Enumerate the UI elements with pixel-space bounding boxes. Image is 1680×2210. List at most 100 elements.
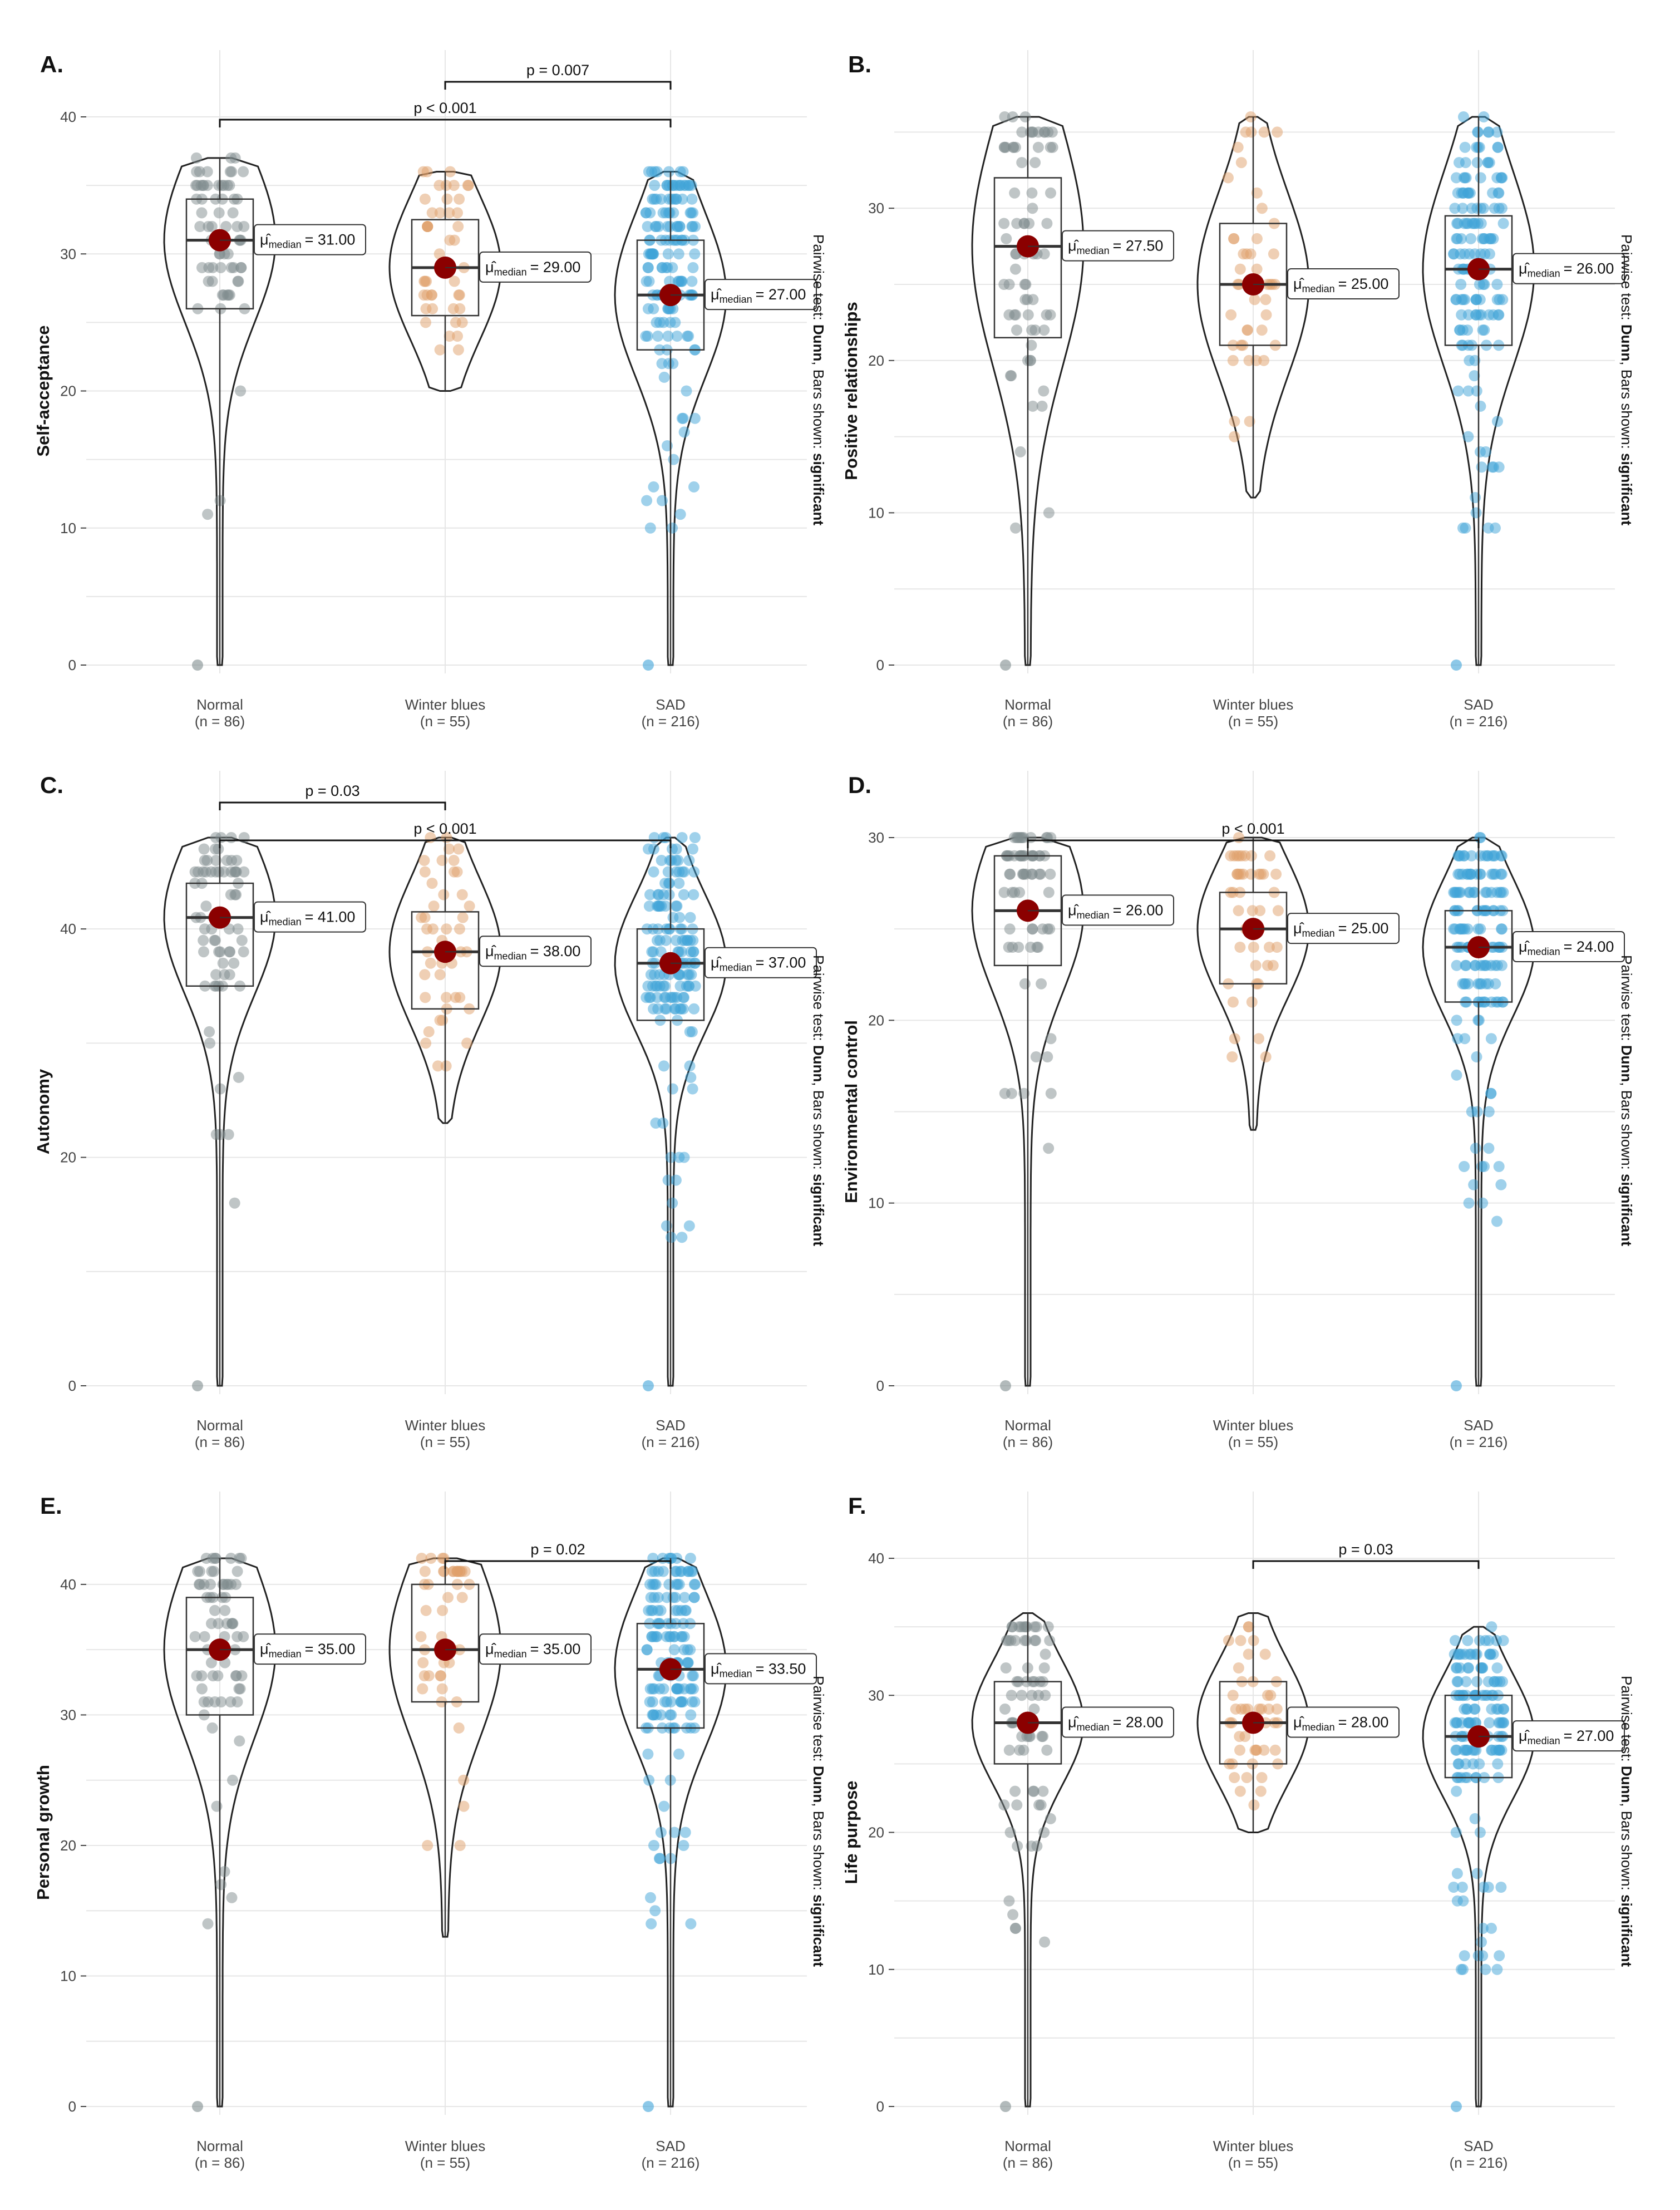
data-point [227, 207, 239, 219]
median-symbol: μ̂ [1519, 260, 1530, 277]
data-point [1250, 959, 1262, 971]
data-point [232, 923, 244, 935]
data-point [199, 923, 210, 935]
data-point [685, 1709, 697, 1721]
y-tick-label: 10 [868, 504, 884, 521]
violin-sad [1422, 116, 1535, 666]
data-point [1451, 1380, 1462, 1391]
data-point [461, 1037, 473, 1049]
data-point [1474, 279, 1485, 290]
median-label-box [254, 224, 366, 255]
data-point [1015, 832, 1027, 843]
y-tick-label: 0 [68, 1377, 76, 1394]
data-point [685, 1918, 697, 1930]
panel-a: 0 10 20 30 40 Self-acceptance A. Normal(n = 86)… [33, 50, 827, 730]
data-point [238, 166, 249, 178]
median-value: = 25.00 [1338, 275, 1389, 292]
data-point [1259, 1648, 1271, 1660]
data-point [648, 866, 659, 878]
data-point [1022, 294, 1033, 306]
data-point [206, 221, 218, 232]
data-point [1233, 1662, 1244, 1674]
data-point [1228, 233, 1239, 244]
data-point [1493, 203, 1505, 214]
data-point [1260, 294, 1272, 306]
x-tick-count: (n = 86) [195, 1434, 245, 1450]
data-point [1036, 400, 1048, 412]
data-point [454, 289, 465, 301]
median-subscript: median [1528, 268, 1560, 279]
data-point [426, 207, 438, 219]
data-point [676, 1631, 688, 1642]
data-point [677, 866, 688, 878]
data-point [421, 923, 433, 935]
data-point [236, 934, 248, 946]
significance-bracket [1252, 1560, 1480, 1569]
data-point [1494, 1717, 1506, 1729]
data-point [213, 207, 225, 219]
data-point [462, 180, 474, 191]
x-tick-count: (n = 55) [1228, 2154, 1278, 2171]
y-tick-label: 40 [60, 1576, 76, 1593]
data-point [434, 344, 446, 356]
data-point [1474, 832, 1486, 843]
data-point [1044, 923, 1056, 935]
data-point [998, 1799, 1010, 1811]
data-point [1471, 141, 1482, 153]
data-point [1026, 187, 1038, 199]
data-point [194, 221, 206, 232]
data-point [684, 1553, 696, 1564]
data-point [1038, 1662, 1050, 1674]
data-point [436, 1683, 448, 1695]
data-point [1450, 1827, 1462, 1838]
data-point [1456, 1882, 1468, 1893]
median-value: = 31.00 [305, 232, 356, 248]
x-tick-label: Winter blues [1213, 1417, 1294, 1434]
data-point [1227, 1690, 1239, 1701]
significance-label: p < 0.001 [413, 100, 476, 116]
data-point [214, 248, 225, 260]
data-point [1484, 1717, 1495, 1729]
data-point [1451, 172, 1462, 184]
data-point [420, 317, 431, 328]
median-symbol: μ̂ [711, 1660, 722, 1677]
data-point [1471, 385, 1482, 397]
x-tick-count: (n = 55) [1228, 1434, 1278, 1450]
data-point [1468, 1179, 1480, 1190]
data-point [221, 1578, 233, 1590]
data-point [1493, 309, 1505, 321]
data-point [1470, 309, 1482, 321]
data-point [645, 1892, 656, 1903]
median-symbol: μ̂ [260, 1641, 272, 1657]
data-point [676, 412, 688, 424]
x-tick-label: Winter blues [405, 1417, 486, 1434]
data-point [668, 1644, 680, 1656]
data-point [235, 385, 247, 397]
data-point [1019, 978, 1031, 990]
data-point [652, 1604, 664, 1616]
data-point [1244, 416, 1255, 427]
median-label-box [1287, 1706, 1400, 1738]
data-point [234, 1735, 245, 1747]
data-point [233, 275, 244, 287]
data-point [668, 454, 679, 465]
data-point [641, 275, 652, 287]
data-point [1012, 1840, 1023, 1852]
data-point [1459, 172, 1471, 184]
data-point [663, 166, 674, 178]
median-subscript: median [1302, 1722, 1335, 1733]
data-point [201, 855, 213, 866]
data-point [1248, 1799, 1260, 1811]
data-point [643, 248, 654, 260]
data-point [1027, 400, 1038, 412]
data-point [1034, 868, 1045, 880]
data-point [221, 180, 233, 191]
data-point [1001, 233, 1012, 244]
data-point [652, 331, 664, 342]
median-value: = 25.00 [1338, 920, 1389, 937]
data-point [418, 855, 430, 866]
data-point [427, 303, 439, 314]
median-subscript: median [1077, 909, 1110, 921]
data-point [423, 1026, 435, 1037]
data-point [1014, 1744, 1026, 1756]
